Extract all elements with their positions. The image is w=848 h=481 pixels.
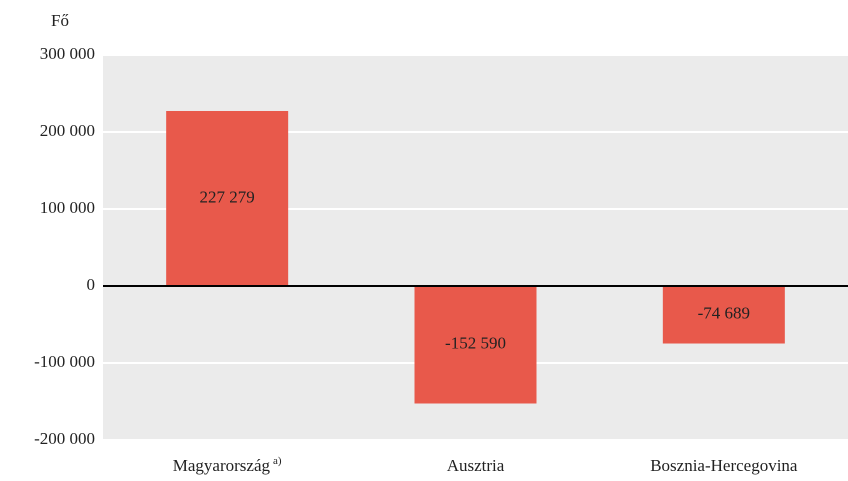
superscript: a): [273, 455, 282, 467]
data-label: -152 590: [445, 334, 506, 353]
y-axis-label: Fő: [51, 11, 69, 30]
data-label: 227 279: [200, 187, 255, 206]
x-tick-label: Ausztria: [447, 456, 505, 475]
data-label: -74 689: [698, 304, 750, 323]
x-tick-label: Magyarország a): [173, 455, 282, 475]
y-tick-label: 300 000: [40, 44, 95, 63]
bar: [166, 110, 289, 286]
bar: [662, 286, 785, 344]
y-tick-label: -100 000: [34, 352, 95, 371]
y-tick-label: 200 000: [40, 121, 95, 140]
y-tick-label: 0: [87, 275, 96, 294]
y-tick-label: 100 000: [40, 198, 95, 217]
x-tick-label: Bosznia-Hercegovina: [650, 456, 798, 475]
y-tick-label: -200 000: [34, 429, 95, 448]
bar: [414, 286, 537, 404]
